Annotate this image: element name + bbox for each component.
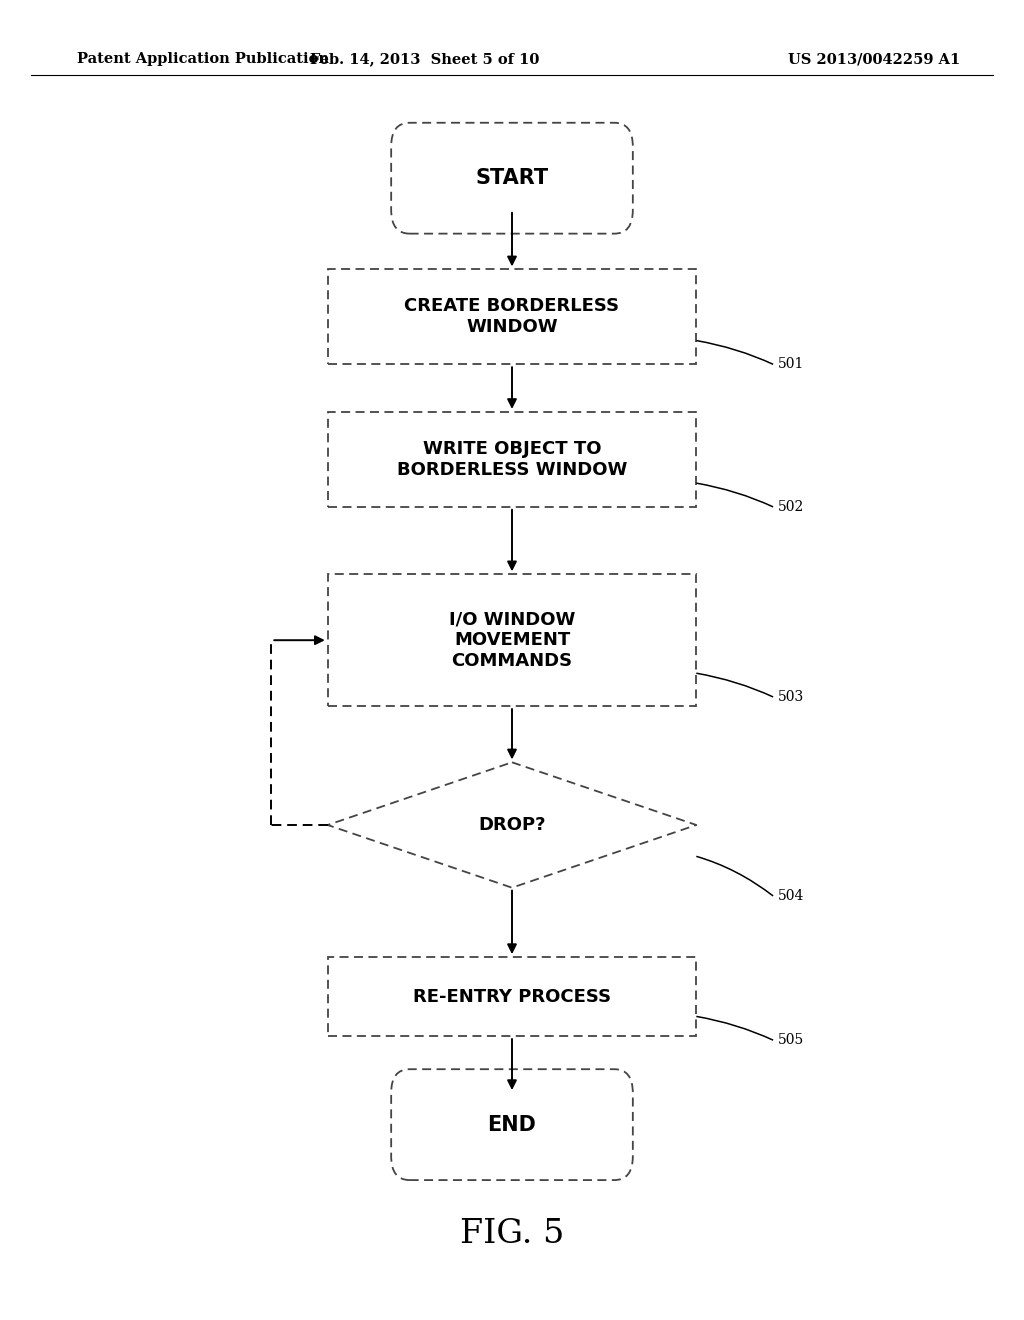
Text: 501: 501 xyxy=(778,358,805,371)
Text: END: END xyxy=(487,1114,537,1135)
Text: DROP?: DROP? xyxy=(478,816,546,834)
Bar xyxy=(328,957,696,1036)
Bar xyxy=(328,269,696,364)
Text: 504: 504 xyxy=(778,888,805,903)
Text: RE-ENTRY PROCESS: RE-ENTRY PROCESS xyxy=(413,987,611,1006)
Text: I/O WINDOW
MOVEMENT
COMMANDS: I/O WINDOW MOVEMENT COMMANDS xyxy=(449,610,575,671)
Bar xyxy=(328,574,696,706)
Text: Patent Application Publication: Patent Application Publication xyxy=(77,53,329,66)
FancyBboxPatch shape xyxy=(391,1069,633,1180)
Text: START: START xyxy=(475,168,549,189)
Text: 505: 505 xyxy=(778,1034,805,1047)
Text: CREATE BORDERLESS
WINDOW: CREATE BORDERLESS WINDOW xyxy=(404,297,620,337)
Text: WRITE OBJECT TO
BORDERLESS WINDOW: WRITE OBJECT TO BORDERLESS WINDOW xyxy=(397,440,627,479)
Text: 502: 502 xyxy=(778,500,805,513)
Text: 503: 503 xyxy=(778,690,805,704)
Bar xyxy=(328,412,696,507)
Text: US 2013/0042259 A1: US 2013/0042259 A1 xyxy=(788,53,961,66)
FancyBboxPatch shape xyxy=(391,123,633,234)
Text: Feb. 14, 2013  Sheet 5 of 10: Feb. 14, 2013 Sheet 5 of 10 xyxy=(310,53,540,66)
Text: FIG. 5: FIG. 5 xyxy=(460,1218,564,1250)
